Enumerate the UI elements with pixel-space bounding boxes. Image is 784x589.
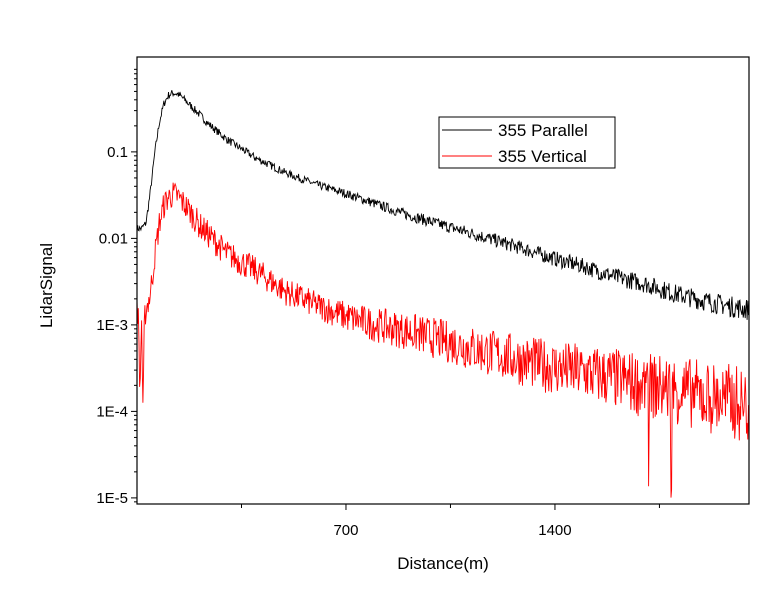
series-line-vertical [136, 182, 749, 498]
x-tick-label: 700 [333, 522, 358, 539]
series-line-parallel [136, 90, 749, 320]
legend: 355 Parallel 355 Vertical [438, 116, 616, 169]
y-tick-label: 1E-3 [96, 317, 128, 334]
axes-layer: 700 1400 0.1 0.01 1E-3 1E-4 1E-5 [96, 68, 660, 539]
y-tick-label: 1E-4 [96, 403, 128, 420]
plot-frame [136, 56, 750, 505]
y-tick-label: 1E-5 [96, 490, 128, 507]
legend-label-parallel: 355 Parallel [498, 121, 588, 140]
series-layer [136, 90, 749, 498]
y-tick-label: 0.1 [107, 144, 128, 161]
y-tick-label: 0.01 [99, 230, 128, 247]
legend-label-vertical: 355 Vertical [498, 147, 587, 166]
y-axis-label: LidarSignal [37, 243, 56, 328]
x-axis-label: Distance(m) [397, 554, 489, 573]
x-tick-label: 1400 [538, 522, 571, 539]
legend-box [438, 116, 616, 169]
